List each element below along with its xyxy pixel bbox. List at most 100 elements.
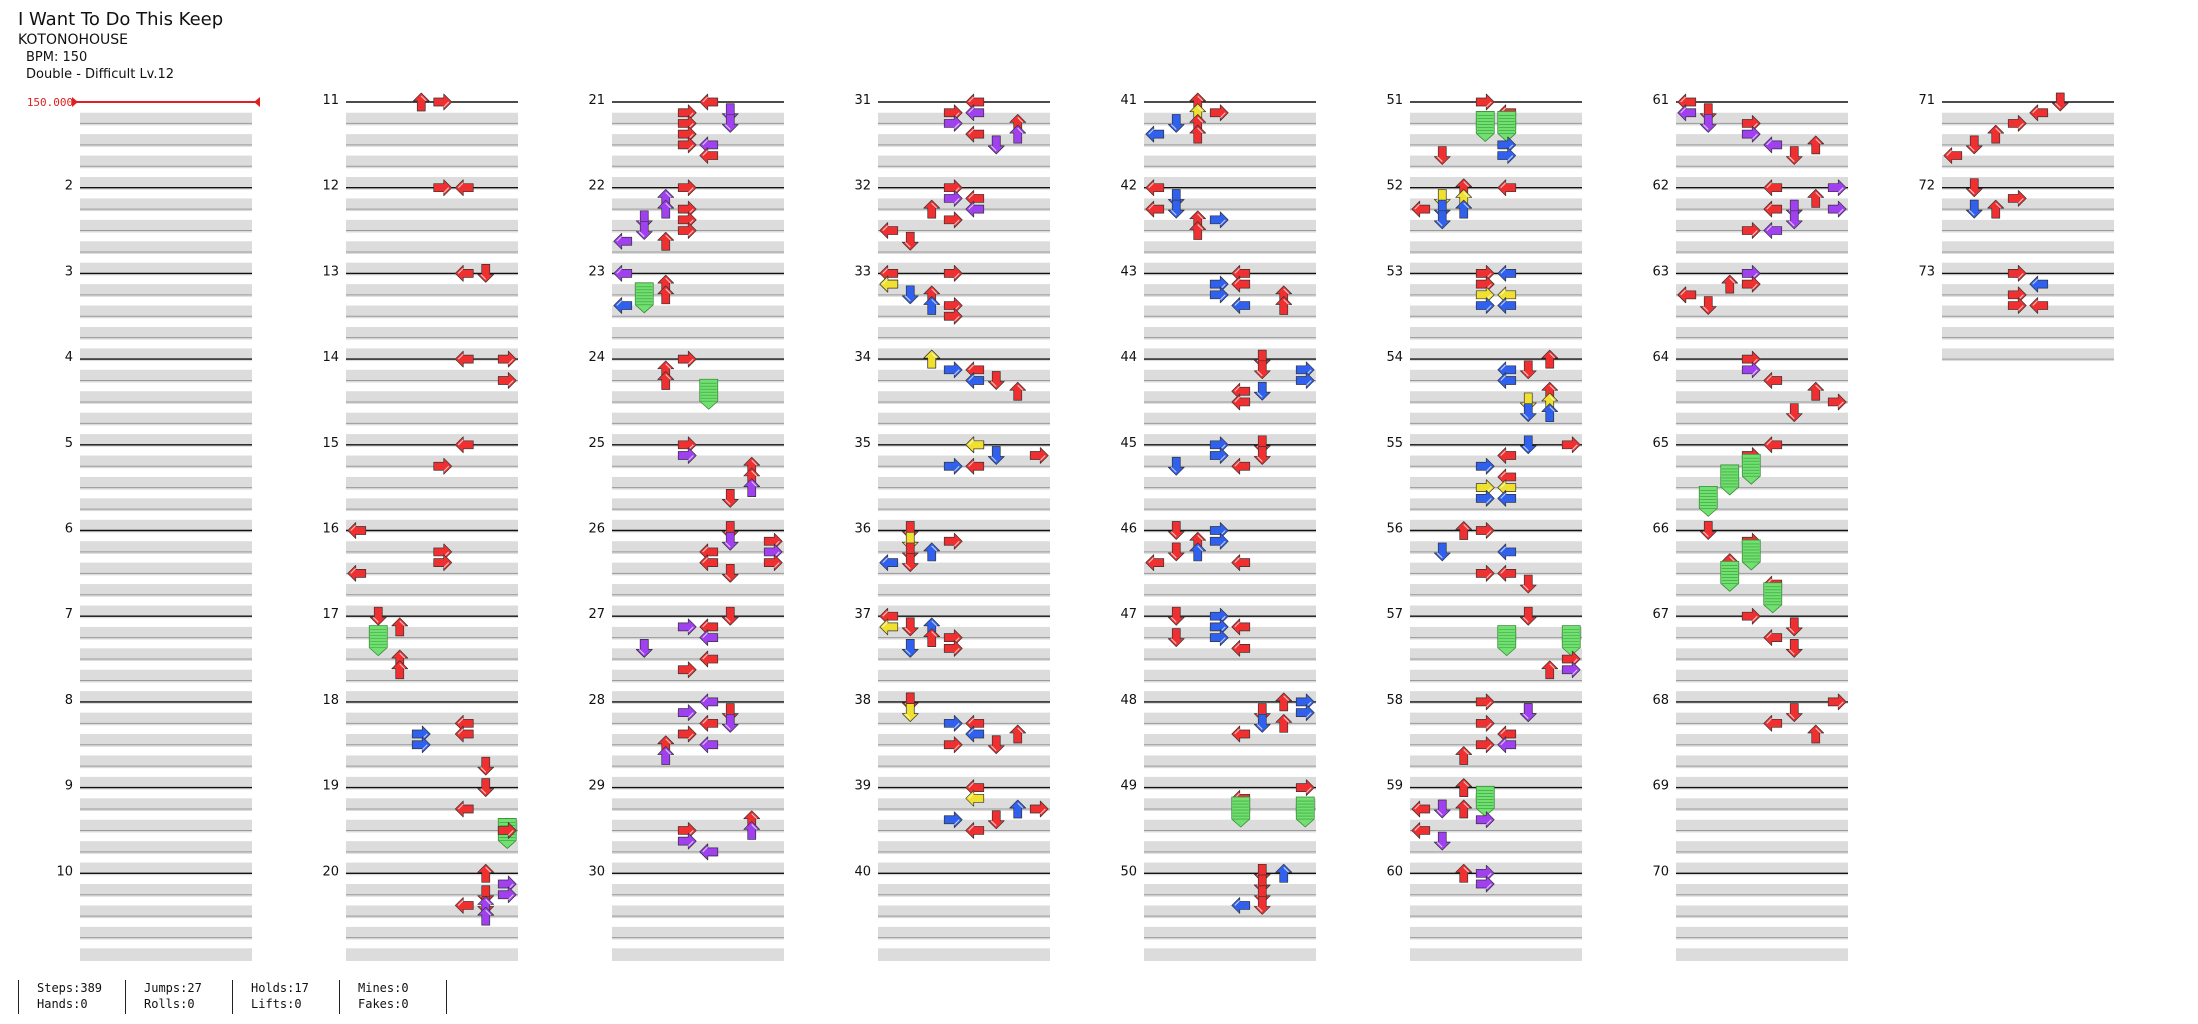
measure-number: 11 — [322, 93, 339, 108]
right-arrow-note — [497, 350, 517, 368]
beat-band — [612, 176, 784, 190]
up-arrow-note — [1541, 660, 1559, 680]
beat-band — [1410, 498, 1582, 512]
beat-band — [612, 905, 784, 919]
right-arrow-note — [1827, 693, 1847, 711]
left-arrow-note — [454, 179, 474, 197]
left-arrow-note — [1763, 629, 1783, 646]
right-arrow-note — [1741, 125, 1761, 143]
beat-band — [1144, 519, 1316, 533]
measure-number: 65 — [1652, 436, 1669, 451]
measure: 35 — [854, 436, 1050, 533]
beat-band — [346, 584, 518, 597]
beat-band — [878, 519, 1050, 533]
left-arrow-note — [1763, 200, 1783, 218]
beat-band — [612, 605, 784, 619]
beat-band — [346, 648, 518, 662]
song-artist: KOTONOHOUSE — [18, 32, 129, 48]
up-arrow-note — [1009, 381, 1027, 401]
right-arrow-note — [2007, 115, 2027, 132]
right-arrow-note — [2007, 265, 2027, 282]
measure: 46 — [1120, 522, 1316, 619]
left-arrow-note — [1231, 897, 1251, 914]
measure-number: 46 — [1120, 522, 1137, 537]
right-arrow-note — [497, 886, 517, 904]
measure-number: 13 — [322, 264, 339, 279]
measure: 8 — [65, 693, 252, 790]
beat-band — [1410, 112, 1582, 126]
measure: 64 — [1652, 350, 1848, 447]
beat-band — [80, 626, 252, 640]
down-arrow-note — [1785, 617, 1803, 637]
beat-band — [878, 691, 1050, 704]
right-arrow-note — [2007, 190, 2027, 207]
up-arrow-note — [1987, 199, 2005, 219]
right-arrow-note — [1741, 607, 1761, 625]
beat-band — [878, 391, 1050, 404]
beat-band — [1144, 755, 1316, 769]
measure: 52 — [1386, 179, 1582, 276]
measure-number: 8 — [65, 693, 73, 708]
beat-band — [1676, 584, 1848, 597]
beat-band — [878, 734, 1050, 747]
up-arrow-note — [391, 617, 409, 637]
beat-band — [80, 605, 252, 619]
up-arrow-note — [657, 746, 675, 765]
measure-number: 67 — [1652, 607, 1669, 622]
beat-band — [346, 819, 518, 833]
down-arrow-note — [477, 756, 495, 776]
right-arrow-note — [943, 532, 963, 550]
measure: 18 — [322, 693, 518, 790]
beat-band — [1410, 862, 1582, 876]
right-arrow-note — [1741, 222, 1761, 239]
beat-band — [80, 712, 252, 726]
beat-band — [878, 862, 1050, 876]
beat-band — [1676, 284, 1848, 297]
measure: 43 — [1120, 264, 1316, 362]
measure: 58 — [1386, 693, 1582, 790]
measure-number: 41 — [1120, 93, 1137, 108]
beat-band — [346, 476, 518, 490]
measure-number: 16 — [322, 522, 339, 537]
beat-band — [1676, 391, 1848, 404]
measure-number: 52 — [1386, 179, 1403, 194]
up-arrow-note — [657, 371, 675, 390]
beat-band — [1410, 326, 1582, 340]
beat-band — [612, 155, 784, 169]
hold-note — [1698, 485, 1718, 517]
beat-band — [1676, 798, 1848, 812]
up-arrow-note — [657, 285, 675, 305]
up-arrow-note — [1455, 863, 1473, 883]
right-arrow-note — [497, 822, 517, 839]
beat-band — [1410, 391, 1582, 404]
beat-band — [346, 198, 518, 212]
down-arrow-note — [901, 285, 919, 305]
beat-band — [1676, 734, 1848, 747]
beat-band — [80, 284, 252, 297]
measure: 7 — [65, 607, 252, 704]
beat-band — [612, 562, 784, 576]
down-arrow-note — [1253, 381, 1271, 401]
left-arrow-note — [1497, 447, 1517, 464]
beat-band — [1144, 562, 1316, 576]
measure-number: 4 — [65, 350, 73, 365]
measure: 53 — [1386, 264, 1582, 362]
left-arrow-note — [699, 714, 719, 732]
stat-lifts: Lifts:0 — [251, 997, 302, 1011]
beat-band — [1676, 412, 1848, 426]
down-arrow-note — [1433, 146, 1451, 165]
up-arrow-note — [1987, 124, 2005, 144]
beat-band — [1144, 498, 1316, 512]
beat-band — [878, 669, 1050, 683]
measure-number: 26 — [588, 522, 605, 537]
up-arrow-note — [657, 274, 675, 294]
beat-band — [612, 434, 784, 447]
beat-band — [1676, 262, 1848, 276]
measure-number: 37 — [854, 607, 871, 622]
down-arrow-note — [901, 638, 919, 658]
left-arrow-note — [1763, 436, 1783, 454]
beat-band — [80, 519, 252, 533]
beat-band — [878, 948, 1050, 961]
hold-note — [699, 378, 719, 410]
down-arrow-note — [721, 713, 739, 733]
